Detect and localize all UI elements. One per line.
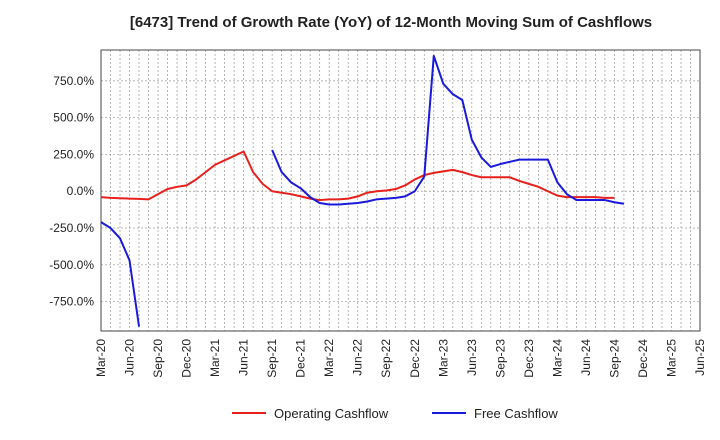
x-tick-label: Jun-23 [465,339,479,376]
x-tick-label: Jun-22 [351,339,365,376]
y-tick-label: 250.0% [53,147,94,161]
y-tick-label: -750.0% [49,295,94,309]
x-tick-label: Mar-24 [550,339,564,377]
y-axis: 750.0% 500.0% 250.0% 0.0% -250.0% -500.0% -750… [49,74,94,309]
x-tick-label: Sep-22 [379,339,393,378]
grid [100,50,701,331]
y-tick-label: 500.0% [53,111,94,125]
y-tick-label: 0.0% [67,184,95,198]
y-tick-label: -500.0% [49,258,94,272]
x-tick-label: Sep-20 [151,339,165,378]
legend-label-free: Free Cashflow [474,406,558,421]
series-line-free-cashflow [100,221,141,327]
x-tick-label: Dec-21 [294,339,308,378]
x-tick-label: Dec-24 [636,339,650,378]
legend: Operating Cashflow Free Cashflow [232,406,558,421]
x-tick-label: Jun-21 [237,339,251,376]
x-tick-label: Mar-23 [436,339,450,377]
x-tick-label: Jun-25 [693,339,707,376]
x-axis: Mar-20 Jun-20 Sep-20 Dec-20 Mar-21 Jun-21 Sep-… [94,339,707,378]
series-lines [100,54,625,327]
x-tick-label: Jun-24 [579,339,593,376]
chart-title: [6473] Trend of Growth Rate (YoY) of 12-… [130,14,652,31]
x-tick-label: Mar-21 [208,339,222,377]
series-line-operating-cashflow [100,150,615,202]
y-tick-label: -250.0% [49,221,94,235]
x-tick-label: Sep-21 [265,339,279,378]
x-tick-label: Mar-22 [322,339,336,377]
x-tick-label: Sep-24 [607,339,621,378]
legend-label-operating: Operating Cashflow [274,406,389,421]
x-tick-label: Mar-20 [94,339,108,377]
x-tick-label: Dec-22 [408,339,422,378]
x-tick-label: Mar-25 [664,339,678,377]
y-tick-label: 750.0% [53,74,94,88]
plot-area [100,49,701,332]
x-tick-label: Dec-23 [522,339,536,378]
series-line-free-cashflow [271,54,625,206]
x-tick-label: Dec-20 [180,339,194,378]
x-tick-label: Jun-20 [123,339,137,376]
x-tick-label: Sep-23 [493,339,507,378]
